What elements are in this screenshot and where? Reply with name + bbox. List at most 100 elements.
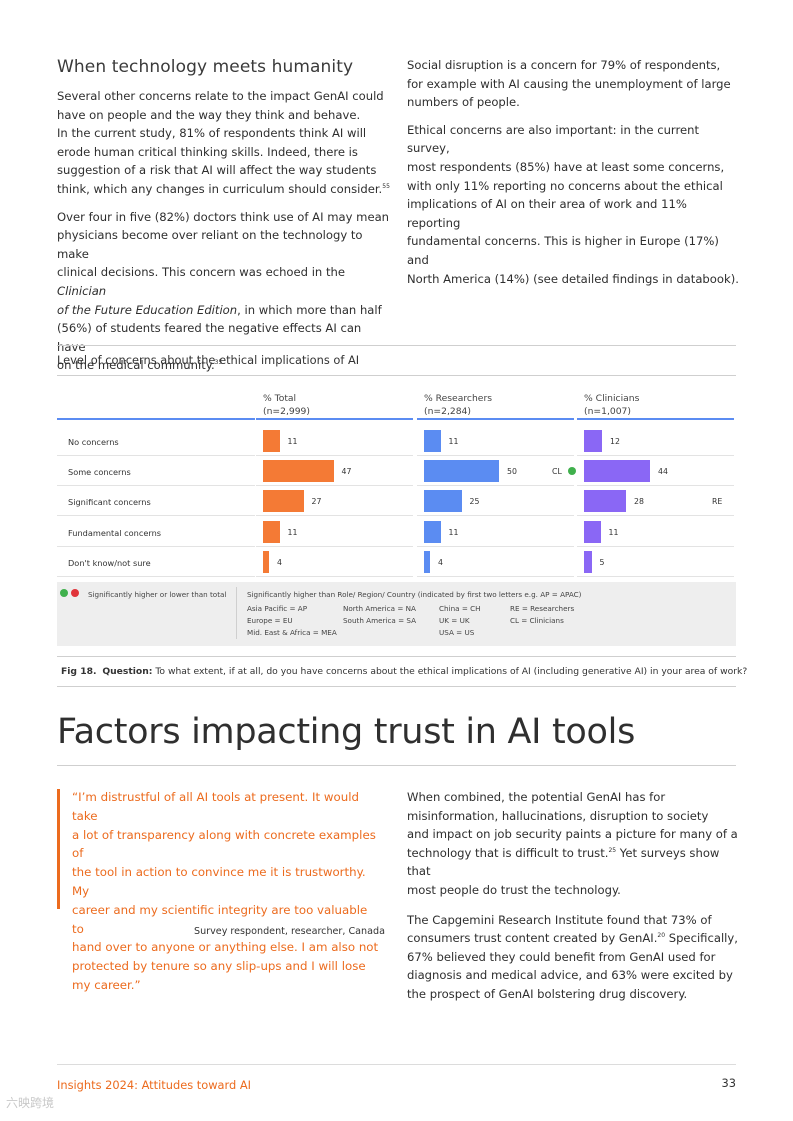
- footer-divider: [57, 1064, 736, 1065]
- bar-value: 27: [311, 497, 322, 506]
- divider: [57, 686, 736, 687]
- page-number: 33: [721, 1076, 737, 1090]
- divider: [57, 345, 736, 346]
- bar: [584, 430, 602, 452]
- column-underline: [577, 418, 734, 420]
- footnote-ref: 25: [608, 846, 617, 854]
- legend-code: North America = NA: [343, 604, 416, 613]
- column-header: % Total: [263, 393, 297, 404]
- column-header: % Researchers: [424, 393, 493, 404]
- left-column: When technology meets humanity Several o…: [57, 57, 392, 375]
- section-heading: When technology meets humanity: [57, 57, 354, 77]
- bar: [263, 430, 280, 452]
- bar: [424, 490, 462, 512]
- bar: [263, 551, 269, 573]
- row-divider: [417, 515, 574, 516]
- bar: [263, 521, 280, 543]
- row-divider: [57, 546, 255, 547]
- bar-value: 50: [507, 467, 517, 476]
- row-divider: [57, 576, 255, 577]
- quote-attribution: Survey respondent, researcher, Canada: [194, 926, 385, 937]
- bar: [424, 521, 441, 543]
- row-divider: [57, 485, 255, 486]
- row-divider: [417, 576, 574, 577]
- legend-code: CL = Clinicians: [510, 616, 564, 625]
- row-divider: [577, 515, 734, 516]
- legend-dots-label: Significantly higher or lower than total: [88, 590, 227, 599]
- paragraph: Several other concerns relate to the imp…: [57, 89, 390, 196]
- row-divider: [256, 546, 413, 547]
- legend-code: USA = US: [439, 628, 475, 637]
- footer-title: Insights 2024: Attitudes toward AI: [57, 1078, 251, 1092]
- divider: [57, 765, 736, 766]
- row-divider: [577, 576, 734, 577]
- bar-value: 12: [610, 437, 620, 446]
- chart-legend: [57, 582, 736, 646]
- lower-dot-icon: [71, 589, 79, 597]
- pull-quote: “I’m distrustful of all AI tools at pres…: [72, 790, 379, 992]
- column-underline: [417, 418, 574, 420]
- category-label: No concerns: [68, 437, 119, 447]
- category-label: Some concerns: [68, 467, 131, 477]
- row-divider: [577, 546, 734, 547]
- bar-value: 25: [469, 497, 480, 506]
- column-underline: [256, 418, 413, 420]
- row-divider: [57, 515, 255, 516]
- paragraph: Over four in five (82%) doctors think us…: [57, 209, 390, 373]
- footnote-ref: 55: [382, 183, 390, 191]
- divider: [57, 656, 736, 657]
- column-underline: [57, 418, 255, 420]
- bar-value: 11: [448, 528, 459, 537]
- bar-value: 47: [341, 467, 352, 476]
- row-divider: [417, 546, 574, 547]
- bar-value: 28: [634, 497, 644, 506]
- significance-code: RE: [712, 497, 723, 506]
- category-label: Don't know/not sure: [68, 558, 151, 568]
- category-label: Significant concerns: [68, 497, 151, 507]
- paragraph: Social disruption is a concern for 79% o…: [407, 58, 731, 110]
- paragraph: Ethical concerns are also important: in …: [407, 122, 739, 286]
- legend-codes-label: Significantly higher than Role/ Region/ …: [247, 590, 582, 599]
- legend-code: China = CH: [439, 604, 481, 613]
- row-divider: [256, 576, 413, 577]
- column-sample-size: (n=2,999): [263, 406, 310, 417]
- column-sample-size: (n=2,284): [424, 406, 471, 417]
- bar: [263, 460, 334, 482]
- bar: [584, 551, 592, 573]
- row-divider: [256, 485, 413, 486]
- bar-value: 11: [287, 437, 298, 446]
- legend-code: Asia Pacific = AP: [247, 604, 308, 613]
- bar-value: 11: [287, 528, 298, 537]
- row-divider: [57, 455, 255, 456]
- column-sample-size: (n=1,007): [584, 406, 631, 417]
- row-divider: [417, 455, 574, 456]
- bar: [424, 551, 430, 573]
- bar-value: 11: [448, 437, 459, 446]
- bar-value: 5: [599, 558, 605, 567]
- bar-value: 4: [277, 558, 282, 567]
- bar: [584, 521, 601, 543]
- figure-caption: Fig 18. Question: To what extent, if at …: [61, 666, 748, 677]
- bar: [424, 460, 499, 482]
- significance-code: CL: [552, 467, 562, 476]
- divider: [57, 375, 736, 376]
- section-title: Factors impacting trust in AI tools: [57, 712, 636, 752]
- bar: [263, 490, 304, 512]
- row-divider: [577, 455, 734, 456]
- higher-dot-icon: [60, 589, 68, 597]
- column-header: % Clinicians: [584, 393, 640, 404]
- bar-value: 4: [438, 558, 443, 567]
- right-column: Social disruption is a concern for 79% o…: [407, 56, 742, 288]
- row-divider: [256, 515, 413, 516]
- chart-title: Level of concerns about the ethical impl…: [57, 353, 360, 367]
- legend-code: South America = SA: [343, 616, 417, 625]
- bar-value: 11: [608, 528, 619, 537]
- legend-separator: [236, 587, 237, 639]
- row-divider: [577, 485, 734, 486]
- watermark: 六映跨境: [6, 1096, 55, 1110]
- quote-accent-bar: [57, 789, 60, 909]
- row-divider: [417, 485, 574, 486]
- legend-code: RE = Researchers: [510, 604, 575, 613]
- legend-code: Europe = EU: [247, 616, 293, 625]
- significance-dot-icon: [568, 467, 576, 475]
